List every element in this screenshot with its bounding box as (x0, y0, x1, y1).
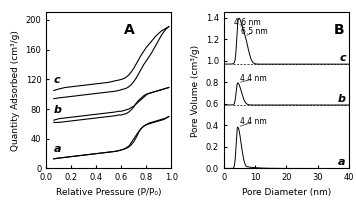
Text: B: B (334, 23, 345, 37)
Text: 4.6 nm: 4.6 nm (234, 18, 261, 27)
Text: b: b (338, 94, 346, 104)
X-axis label: Relative Pressure (P/P₀): Relative Pressure (P/P₀) (56, 188, 162, 197)
Text: c: c (54, 75, 61, 85)
X-axis label: Pore Diameter (nm): Pore Diameter (nm) (242, 188, 331, 197)
Text: 6.5 nm: 6.5 nm (241, 27, 268, 36)
Text: 4.4 nm: 4.4 nm (240, 74, 267, 83)
Text: A: A (124, 23, 135, 37)
Text: b: b (54, 105, 62, 115)
Y-axis label: Pore Volume (cm³/g): Pore Volume (cm³/g) (191, 45, 200, 136)
Text: c: c (339, 53, 346, 63)
Text: 4.4 nm: 4.4 nm (240, 117, 267, 126)
Text: a: a (54, 144, 61, 154)
Y-axis label: Quantity Adsorbed (cm³/g): Quantity Adsorbed (cm³/g) (11, 30, 20, 151)
Text: a: a (338, 157, 346, 167)
